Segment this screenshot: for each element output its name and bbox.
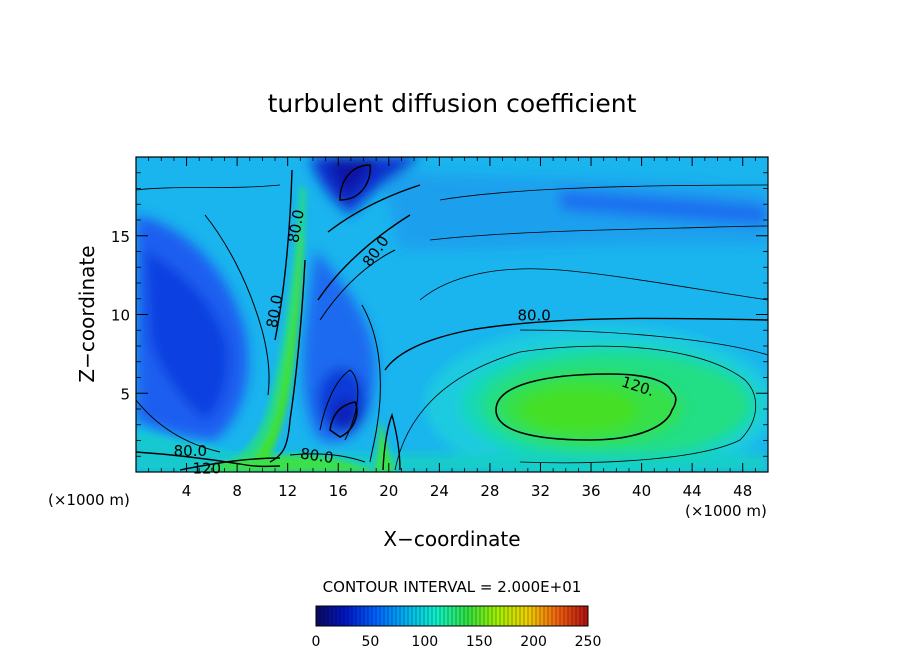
contour-label: 80.0 — [174, 442, 207, 460]
y-axis-label: Z−coordinate — [75, 245, 99, 382]
x-axis-unit-right: (×1000 m) — [685, 502, 767, 520]
contour-line — [361, 304, 381, 463]
contour-lines — [136, 164, 768, 471]
colorbar-tick-label: 100 — [411, 634, 438, 650]
contour-line — [439, 184, 768, 201]
colorbar-frame — [315, 605, 589, 627]
x-tick-label: 8 — [232, 482, 242, 500]
contour-line — [519, 329, 768, 356]
contour-line — [394, 345, 757, 471]
y-tick-label: 5 — [120, 385, 130, 403]
colorbar-tick-label: 200 — [520, 634, 547, 650]
x-axis: 4 8 12 16 20 24 28 32 36 40 44 48 — [148, 157, 756, 500]
contour-line — [329, 401, 358, 438]
contour-line — [136, 399, 221, 453]
x-tick-label: 12 — [278, 482, 297, 500]
colorbar-tick-label: 250 — [575, 634, 602, 650]
contour-line — [339, 164, 371, 201]
colorbar: 0 50 100 150 200 250 — [312, 605, 602, 650]
contour-line — [382, 412, 401, 471]
x-tick-label: 40 — [632, 482, 651, 500]
x-axis-unit-left: (×1000 m) — [48, 491, 130, 509]
contour-line — [429, 225, 768, 241]
contour-label: 80.0 — [284, 208, 308, 244]
contour-line — [179, 457, 281, 471]
contour-label: 120 — [192, 459, 221, 477]
y-tick-label: 15 — [111, 228, 130, 246]
contour-interval: CONTOUR INTERVAL = 2.000E+01 — [323, 578, 582, 596]
contour-line — [289, 453, 366, 463]
x-tick-label: 20 — [379, 482, 398, 500]
contour-line — [319, 369, 359, 441]
contour-label: 80.0 — [517, 307, 550, 325]
contour-line — [327, 184, 421, 233]
chart-title: turbulent diffusion coefficient — [268, 89, 637, 118]
y-tick-label: 10 — [111, 307, 130, 325]
contour-line — [204, 214, 270, 396]
x-tick-label: 32 — [531, 482, 550, 500]
plot-area — [136, 157, 768, 472]
x-tick-label: 48 — [733, 482, 752, 500]
contour-line — [419, 268, 768, 301]
x-tick-label: 24 — [430, 482, 449, 500]
contour-line — [136, 451, 281, 468]
y-axis: 5 10 15 — [111, 172, 768, 457]
x-tick-label: 4 — [182, 482, 192, 500]
contour-line — [274, 169, 293, 341]
colorbar-tick-label: 150 — [466, 634, 493, 650]
x-tick-label: 36 — [581, 482, 600, 500]
x-tick-label: 28 — [480, 482, 499, 500]
contour-line — [319, 249, 396, 321]
x-axis-label: X−coordinate — [383, 527, 520, 551]
contour-line — [495, 373, 677, 441]
contour-line — [317, 214, 411, 301]
contour-line — [269, 259, 306, 463]
colorbar-tick-label: 0 — [312, 634, 321, 650]
colorbar-tick-label: 50 — [361, 634, 379, 650]
x-tick-label: 16 — [329, 482, 348, 500]
contour-label: 80.0 — [263, 293, 287, 329]
colorbar-stripes — [319, 606, 585, 626]
colorbar-ticks: 0 50 100 150 200 250 — [312, 634, 602, 650]
contour-line — [384, 317, 768, 371]
contour-line — [136, 184, 281, 191]
x-tick-label: 44 — [683, 482, 702, 500]
contour-label: 80.0 — [299, 445, 335, 467]
